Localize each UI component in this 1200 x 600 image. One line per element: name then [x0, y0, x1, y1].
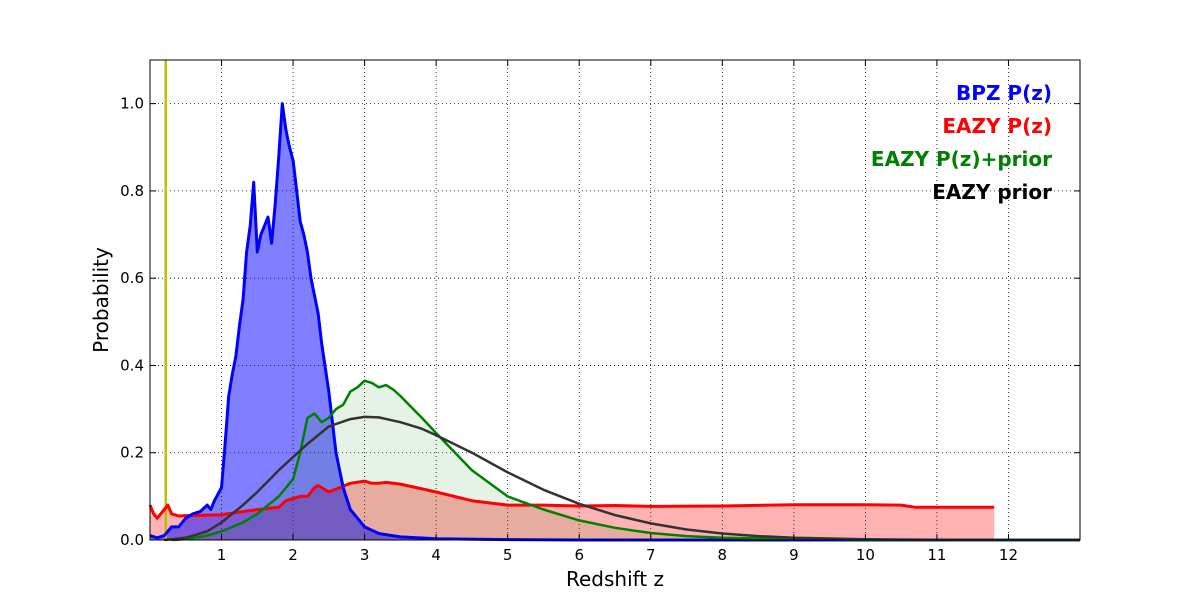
x-tick-label: 2 [288, 546, 298, 564]
y-tick-label: 0.2 [120, 444, 144, 462]
x-tick-label: 9 [789, 546, 799, 564]
legend-eazy-p-z-prior: EAZY P(z)+prior [871, 147, 1052, 171]
y-tick-label: 0.0 [120, 531, 144, 549]
plot-frame [149, 59, 1081, 541]
x-tick-label: 6 [574, 546, 584, 564]
legend-eazy-prior: EAZY prior [932, 180, 1052, 204]
x-tick-label: 11 [927, 546, 946, 564]
eazy-prior-line [164, 415, 1080, 542]
y-axis-label: Probability [89, 247, 113, 353]
x-axis-label: Redshift z [566, 567, 664, 591]
gridlines [150, 60, 1080, 541]
legend: BPZ P(z) EAZY P(z) EAZY P(z)+prior EAZY pri… [871, 81, 1052, 204]
x-tick-label: 4 [431, 546, 441, 564]
y-tick-label: 0.6 [120, 269, 144, 287]
y-tick-label: 0.4 [120, 356, 144, 374]
eazy-p-z-prior-line [171, 379, 1081, 542]
x-tick-label: 12 [999, 546, 1018, 564]
x-tick-label: 3 [360, 546, 370, 564]
x-tick-label: 7 [646, 546, 656, 564]
legend-bpz-p-z: BPZ P(z) [956, 81, 1052, 105]
legend-eazy-p-z: EAZY P(z) [942, 114, 1052, 138]
x-tick-label: 5 [503, 546, 513, 564]
y-tick-label: 1.0 [120, 95, 144, 113]
bpz-p-z-fill [150, 103, 1080, 540]
x-tick-label: 8 [718, 546, 728, 564]
eazy-p-z-line [148, 479, 995, 520]
y-tick-label: 0.8 [120, 182, 144, 200]
series-lines [148, 102, 1081, 542]
bpz-p-z-line [149, 102, 1080, 542]
x-tick-label: 10 [856, 546, 875, 564]
axis-ticks: 1 2 3 4 5 6 7 8 9 10 11 120.00.20.40.60.81.0 [120, 60, 1080, 564]
x-tick-label: 1 [217, 546, 227, 564]
